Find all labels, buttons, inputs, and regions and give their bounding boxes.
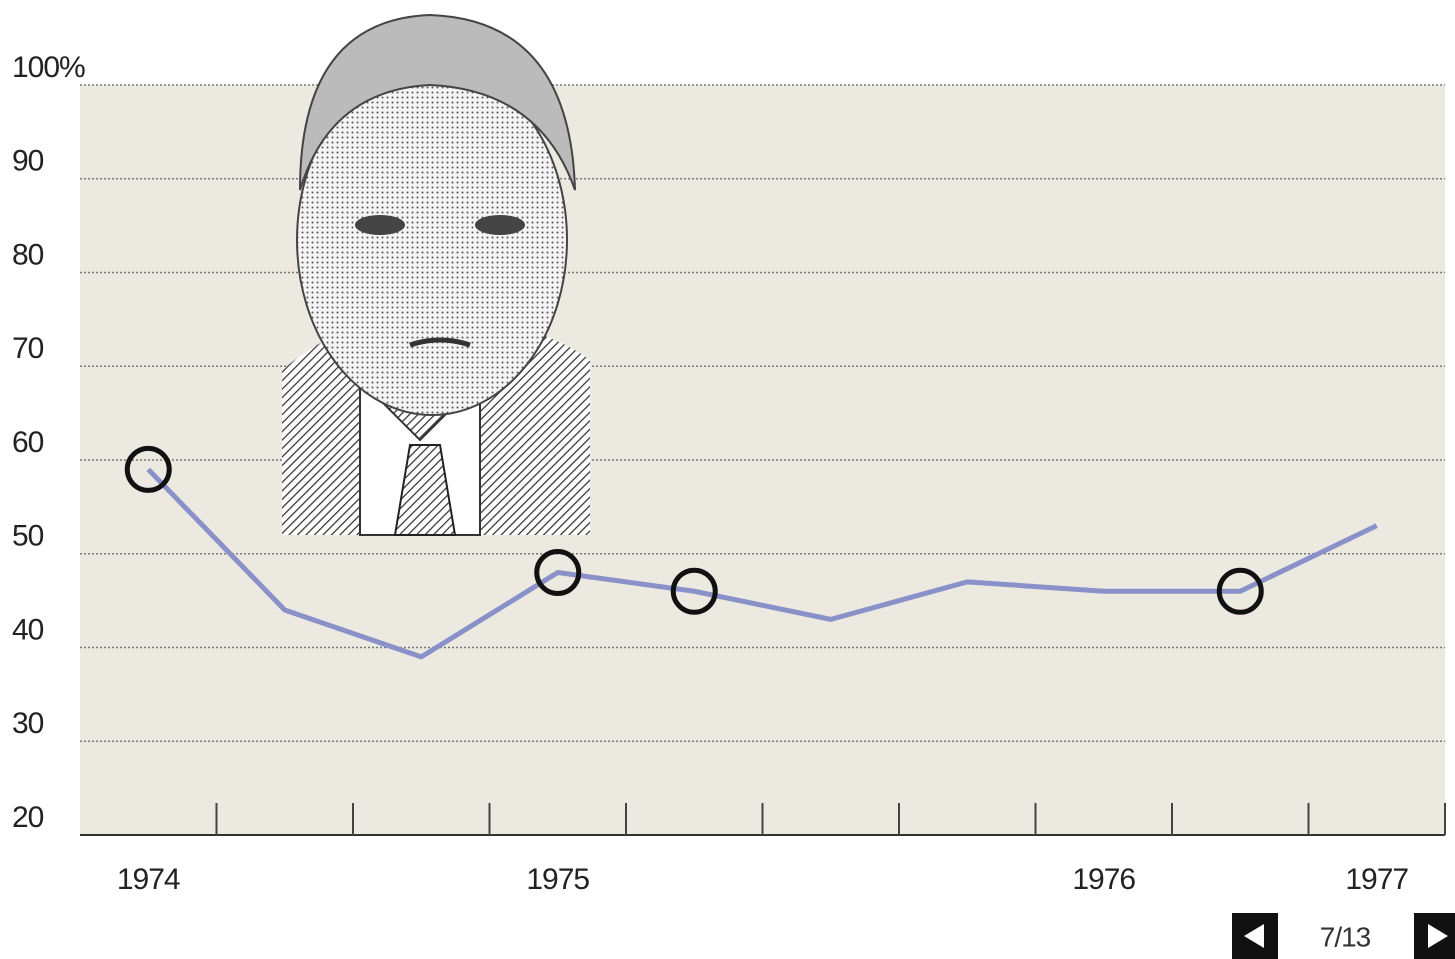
y-tick-label: 30 [12, 707, 44, 740]
highlight-marker [1216, 567, 1264, 615]
next-icon [1428, 924, 1448, 948]
y-tick-label: 60 [12, 426, 44, 459]
y-tick-label: 40 [12, 613, 44, 646]
highlight-marker [670, 567, 718, 615]
pager: 7/13 [1232, 913, 1455, 959]
page-counter: 7/13 [1320, 921, 1371, 952]
x-tick-label: 1974 [117, 863, 180, 896]
x-tick-label: 1975 [526, 863, 589, 896]
highlight-marker [124, 445, 172, 493]
y-tick-label: 70 [12, 332, 44, 365]
y-tick-label: 90 [12, 145, 44, 178]
x-tick-label: 1976 [1072, 863, 1135, 896]
y-tick-label: 20 [12, 801, 44, 834]
highlight-marker [534, 549, 582, 596]
y-tick-label: 80 [12, 238, 44, 271]
y-tick-label: 50 [12, 520, 44, 553]
prev-icon [1244, 924, 1264, 948]
x-tick-label: 1977 [1345, 863, 1408, 896]
portrait-illustration [282, 13, 590, 536]
y-tick-label: 100% [12, 51, 85, 84]
data-line [146, 467, 1378, 660]
